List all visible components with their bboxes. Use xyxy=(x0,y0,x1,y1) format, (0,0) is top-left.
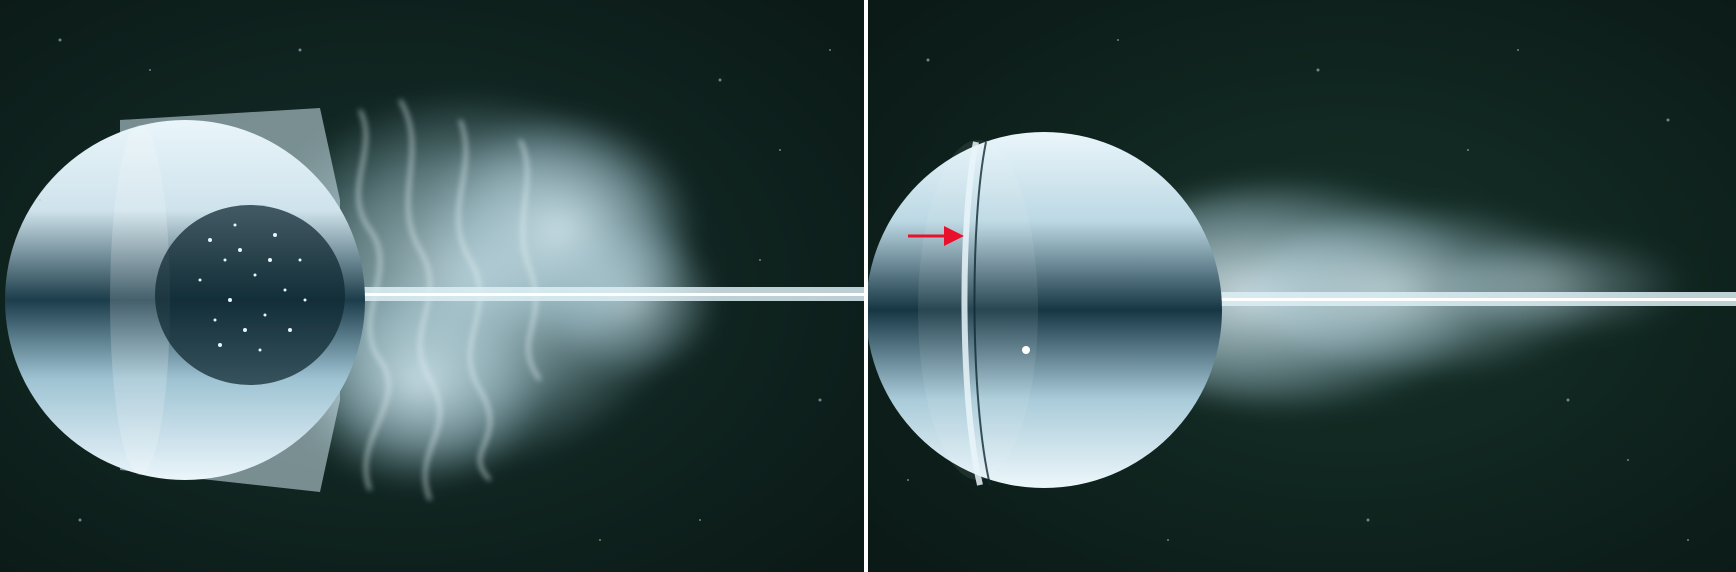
left-photo xyxy=(0,0,864,572)
right-photo xyxy=(868,0,1736,572)
left-speckles xyxy=(198,223,307,352)
right-support-rod-highlight xyxy=(1208,298,1736,301)
panel-divider xyxy=(864,0,868,572)
left-sphere-band xyxy=(110,125,170,475)
right-sphere xyxy=(868,132,1222,488)
trip-wire-shadow xyxy=(973,141,991,486)
right-dust-particles xyxy=(907,39,1689,541)
left-support-rod-highlight xyxy=(340,293,864,296)
right-sphere-speck xyxy=(1022,346,1030,354)
left-sphere-rear-shadow xyxy=(155,205,345,385)
left-photo-panel xyxy=(0,0,864,572)
trip-wire-ring xyxy=(961,141,983,486)
right-sphere-glow xyxy=(918,140,1038,480)
right-photo-panel xyxy=(868,0,1736,572)
trip-wire-arrow xyxy=(908,226,964,246)
left-dust-particles xyxy=(39,38,831,541)
